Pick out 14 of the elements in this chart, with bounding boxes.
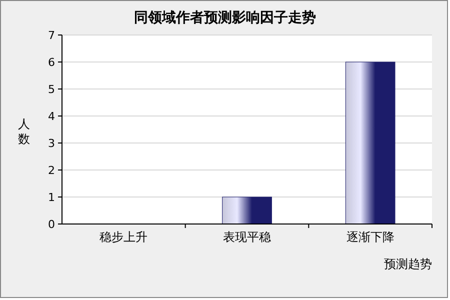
y-axis-title: 人数 — [18, 117, 30, 146]
y-tick-label: 3 — [48, 136, 55, 150]
y-tick-label: 5 — [48, 82, 55, 96]
y-tick-label: 0 — [48, 218, 55, 231]
x-tick-label: 表现平稳 — [223, 230, 271, 244]
chart-title: 同领域作者预测影响因子走势 — [134, 10, 316, 26]
y-tick-label: 6 — [48, 56, 55, 69]
y-tick-label: 2 — [48, 164, 55, 177]
y-tick-label: 7 — [48, 28, 55, 42]
x-tick-label: 稳步上升 — [100, 230, 148, 244]
x-axis-title: 预测趋势 — [384, 257, 432, 271]
x-tick-label: 逐渐下降 — [346, 230, 394, 244]
y-tick-label: 1 — [48, 190, 55, 204]
y-tick-label: 4 — [48, 110, 55, 123]
